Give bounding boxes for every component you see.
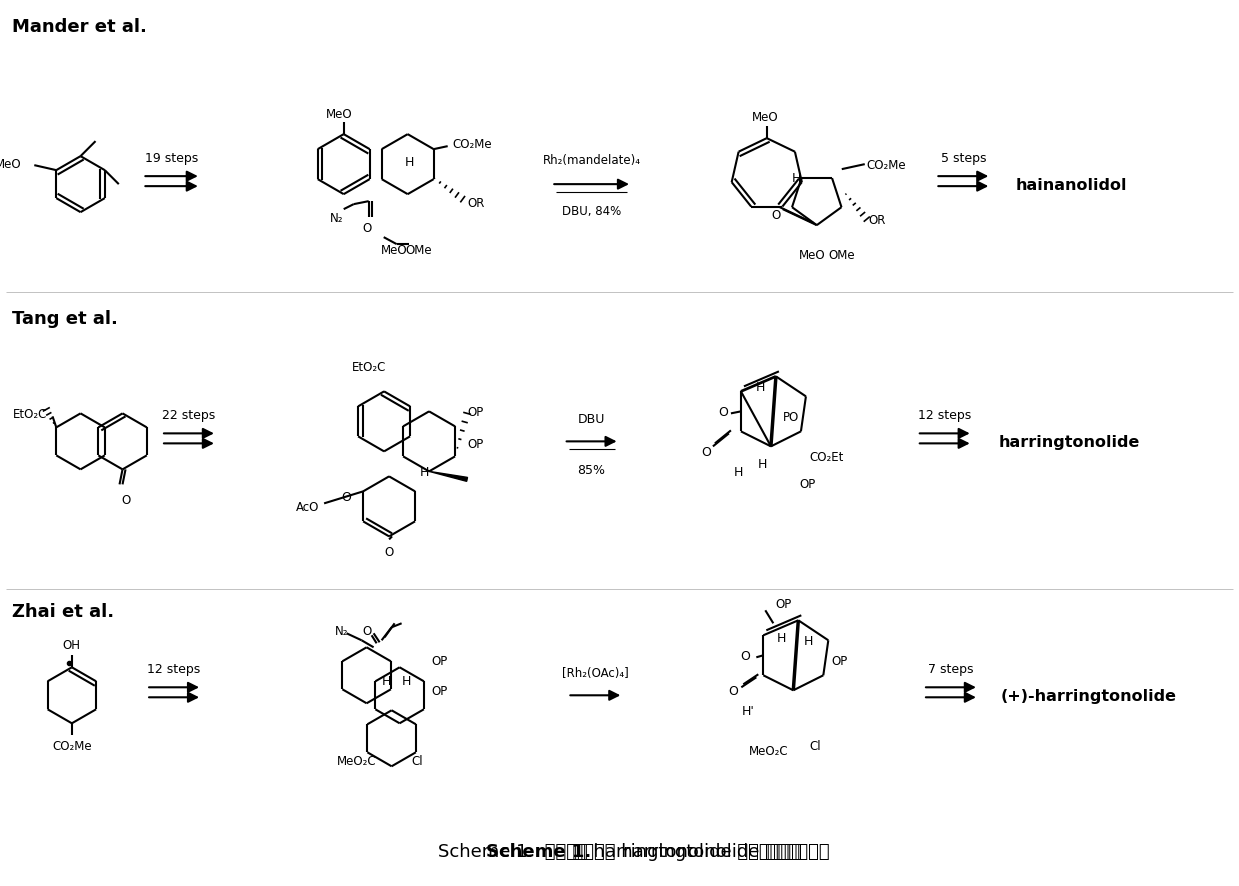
Text: MeO₂C: MeO₂C: [748, 744, 788, 757]
Text: EtO₂C: EtO₂C: [352, 361, 387, 374]
Text: MeO: MeO: [798, 248, 825, 261]
Text: DBU, 84%: DBU, 84%: [563, 205, 621, 218]
Text: Scheme 1.  已报道的 harringtonolide 合成路线总结: Scheme 1. 已报道的 harringtonolide 合成路线总结: [437, 842, 802, 859]
Text: OP: OP: [431, 684, 447, 697]
Text: O: O: [729, 684, 738, 697]
Text: 12 steps: 12 steps: [918, 409, 971, 422]
Text: 5 steps: 5 steps: [940, 152, 986, 165]
Text: MeO: MeO: [0, 158, 21, 170]
Text: MeO: MeO: [326, 108, 352, 121]
Text: 22 steps: 22 steps: [162, 409, 216, 422]
Text: OP: OP: [799, 478, 815, 490]
Text: CO₂Me: CO₂Me: [452, 137, 492, 151]
Text: O: O: [717, 406, 727, 418]
Text: O: O: [701, 446, 711, 458]
Text: H': H': [742, 704, 755, 717]
Text: O: O: [771, 208, 781, 222]
Text: 19 steps: 19 steps: [145, 152, 198, 165]
Text: (+)-harringtonolide: (+)-harringtonolide: [1001, 688, 1177, 703]
Text: Tang et al.: Tang et al.: [12, 310, 118, 328]
Text: N₂: N₂: [330, 212, 343, 224]
Text: H: H: [756, 380, 766, 393]
Text: CO₂Et: CO₂Et: [809, 450, 844, 463]
Text: Scheme 1.: Scheme 1.: [486, 842, 591, 859]
Text: N₂: N₂: [335, 624, 348, 637]
Text: OP: OP: [467, 406, 483, 418]
Text: hainanolidol: hainanolidol: [1016, 177, 1127, 192]
Text: 12 steps: 12 steps: [147, 663, 201, 675]
Text: MeO: MeO: [751, 111, 778, 124]
Text: H: H: [804, 634, 813, 647]
Text: OP: OP: [467, 438, 483, 450]
Polygon shape: [429, 472, 467, 482]
Text: CO₂Me: CO₂Me: [867, 159, 907, 172]
Text: Zhai et al.: Zhai et al.: [12, 602, 114, 620]
Text: H: H: [777, 631, 786, 644]
Text: PO: PO: [783, 410, 799, 424]
Text: MeO₂C: MeO₂C: [337, 754, 377, 767]
Text: H: H: [382, 674, 392, 687]
Text: OMe: OMe: [829, 248, 855, 261]
Text: OP: OP: [831, 654, 847, 667]
Text: O: O: [362, 624, 372, 637]
Text: OR: OR: [467, 197, 484, 209]
Text: O: O: [741, 649, 751, 662]
Text: Cl: Cl: [411, 754, 424, 767]
Text: O: O: [341, 490, 351, 503]
Text: OP: OP: [431, 654, 447, 667]
Text: MeO: MeO: [380, 244, 408, 256]
Text: AcO: AcO: [296, 501, 320, 513]
Text: O: O: [121, 494, 130, 506]
Text: OR: OR: [869, 214, 886, 227]
Text: 已报道的 harringtonolide 合成路线总结: 已报道的 harringtonolide 合成路线总结: [561, 842, 829, 859]
Text: H: H: [405, 155, 414, 168]
Text: EtO₂C: EtO₂C: [14, 408, 47, 420]
Text: 7 steps: 7 steps: [928, 663, 974, 675]
Text: H: H: [420, 465, 429, 478]
Text: O: O: [384, 545, 394, 558]
Text: H: H: [758, 457, 768, 470]
Text: DBU: DBU: [577, 413, 606, 426]
Text: CO₂Me: CO₂Me: [52, 740, 92, 752]
Text: Rh₂(mandelate)₄: Rh₂(mandelate)₄: [543, 154, 641, 167]
Text: H: H: [792, 172, 802, 184]
Text: 85%: 85%: [577, 464, 606, 477]
Text: [Rh₂(OAc)₄]: [Rh₂(OAc)₄]: [563, 666, 628, 680]
Text: OH: OH: [63, 639, 81, 651]
Text: Cl: Cl: [809, 739, 821, 752]
Text: OP: OP: [776, 598, 792, 610]
Text: Mander et al.: Mander et al.: [12, 18, 147, 35]
Text: H: H: [735, 465, 743, 478]
Text: H: H: [401, 674, 411, 687]
Text: OMe: OMe: [405, 244, 432, 256]
Text: harringtonolide: harringtonolide: [999, 434, 1140, 449]
Text: O: O: [362, 222, 372, 235]
